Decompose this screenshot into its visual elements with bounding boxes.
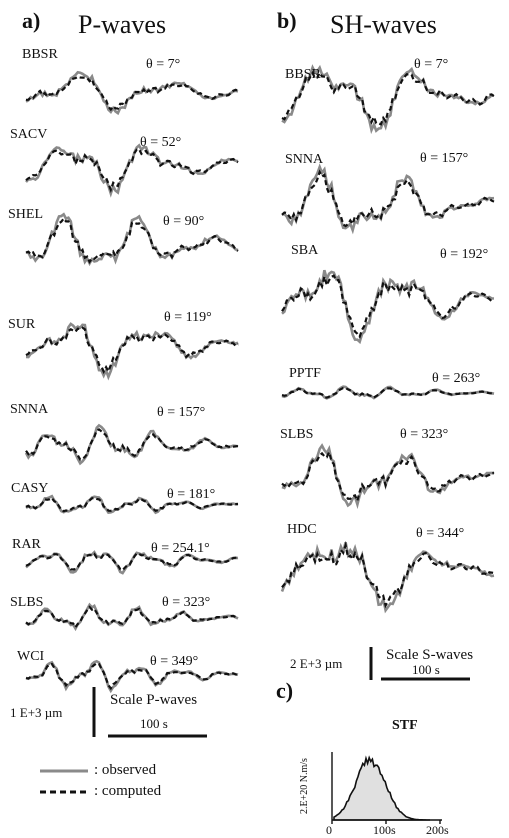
p-amplitude-scale-label: 1 E+3 µm bbox=[10, 705, 63, 720]
station-label: SHEL bbox=[8, 207, 43, 222]
p-wave-traces bbox=[24, 70, 239, 694]
stf-curve bbox=[333, 755, 430, 821]
stf-tick-label: 0 bbox=[326, 823, 332, 837]
computed-trace bbox=[281, 169, 495, 228]
sh-wave-traces bbox=[280, 64, 495, 614]
computed-trace bbox=[25, 216, 239, 265]
computed-trace bbox=[25, 662, 239, 691]
azimuth-label: θ = 254.1° bbox=[151, 541, 210, 556]
panel-b-title: SH-waves bbox=[330, 10, 437, 39]
station-label: HDC bbox=[287, 522, 317, 537]
station-label: SBA bbox=[291, 243, 319, 258]
observed-trace bbox=[281, 64, 495, 135]
p-time-scale-label: 100 s bbox=[140, 716, 168, 731]
observed-trace bbox=[280, 541, 495, 614]
computed-trace bbox=[281, 70, 495, 126]
azimuth-label: θ = 192° bbox=[440, 247, 489, 262]
panel-a-title: P-waves bbox=[78, 10, 167, 39]
panel-c-letter: c) bbox=[276, 678, 294, 703]
station-label: SUR bbox=[8, 317, 36, 332]
station-label: BBSR bbox=[22, 47, 58, 62]
azimuth-label: θ = 90° bbox=[163, 214, 205, 229]
computed-trace bbox=[25, 326, 239, 375]
station-label: CASY bbox=[11, 481, 49, 496]
s-time-scale-label: 100 s bbox=[412, 662, 440, 677]
station-label: PPTF bbox=[289, 366, 321, 381]
observed-trace bbox=[25, 322, 239, 381]
azimuth-label: θ = 323° bbox=[400, 427, 449, 442]
station-label: SACV bbox=[10, 127, 48, 142]
computed-trace bbox=[25, 428, 239, 461]
computed-legend-label: : computed bbox=[94, 783, 162, 799]
stf-tick-label: 100s bbox=[373, 823, 396, 837]
station-label: RAR bbox=[12, 537, 41, 552]
azimuth-label: θ = 323° bbox=[162, 595, 211, 610]
computed-trace bbox=[281, 386, 495, 399]
computed-trace bbox=[281, 540, 495, 609]
azimuth-label: θ = 181° bbox=[167, 487, 216, 502]
stf-label: STF bbox=[392, 718, 418, 733]
observed-trace bbox=[25, 212, 239, 267]
station-label: SLBS bbox=[280, 427, 314, 442]
observed-trace bbox=[281, 163, 495, 235]
azimuth-label: θ = 119° bbox=[164, 310, 212, 325]
azimuth-label: θ = 157° bbox=[157, 405, 206, 420]
azimuth-label: θ = 7° bbox=[146, 57, 181, 72]
azimuth-label: θ = 157° bbox=[420, 151, 469, 166]
s-amplitude-scale-label: 2 E+3 µm bbox=[290, 656, 343, 671]
azimuth-label: θ = 344° bbox=[416, 526, 465, 541]
station-label: SNNA bbox=[285, 152, 324, 167]
computed-trace bbox=[25, 148, 239, 194]
s-scale-label: Scale S-waves bbox=[386, 647, 474, 663]
computed-trace bbox=[25, 75, 239, 112]
computed-trace bbox=[25, 605, 239, 630]
azimuth-label: θ = 349° bbox=[150, 654, 199, 669]
observed-trace bbox=[281, 443, 495, 510]
station-label: WCI bbox=[17, 649, 45, 664]
station-label: BBSR bbox=[285, 67, 321, 82]
azimuth-label: θ = 263° bbox=[432, 371, 481, 386]
computed-trace bbox=[281, 449, 495, 505]
computed-trace bbox=[25, 496, 239, 513]
station-label: SLBS bbox=[10, 595, 44, 610]
p-scale-label: Scale P-waves bbox=[110, 692, 198, 708]
computed-trace bbox=[281, 272, 495, 339]
azimuth-label: θ = 7° bbox=[414, 57, 449, 72]
observed-trace bbox=[281, 269, 495, 345]
observed-legend-label: : observed bbox=[94, 762, 157, 778]
station-label: SNNA bbox=[10, 402, 49, 417]
panel-b-letter: b) bbox=[277, 8, 297, 33]
stf-plot bbox=[331, 752, 442, 824]
stf-tick-label: 200s bbox=[426, 823, 449, 837]
computed-trace bbox=[25, 552, 238, 572]
observed-trace bbox=[25, 143, 239, 198]
observed-trace bbox=[25, 659, 239, 694]
azimuth-label: θ = 52° bbox=[140, 135, 182, 150]
panel-a-letter: a) bbox=[22, 8, 41, 33]
stf-y-axis-label: 2.E+20 N.m/s bbox=[299, 758, 310, 814]
